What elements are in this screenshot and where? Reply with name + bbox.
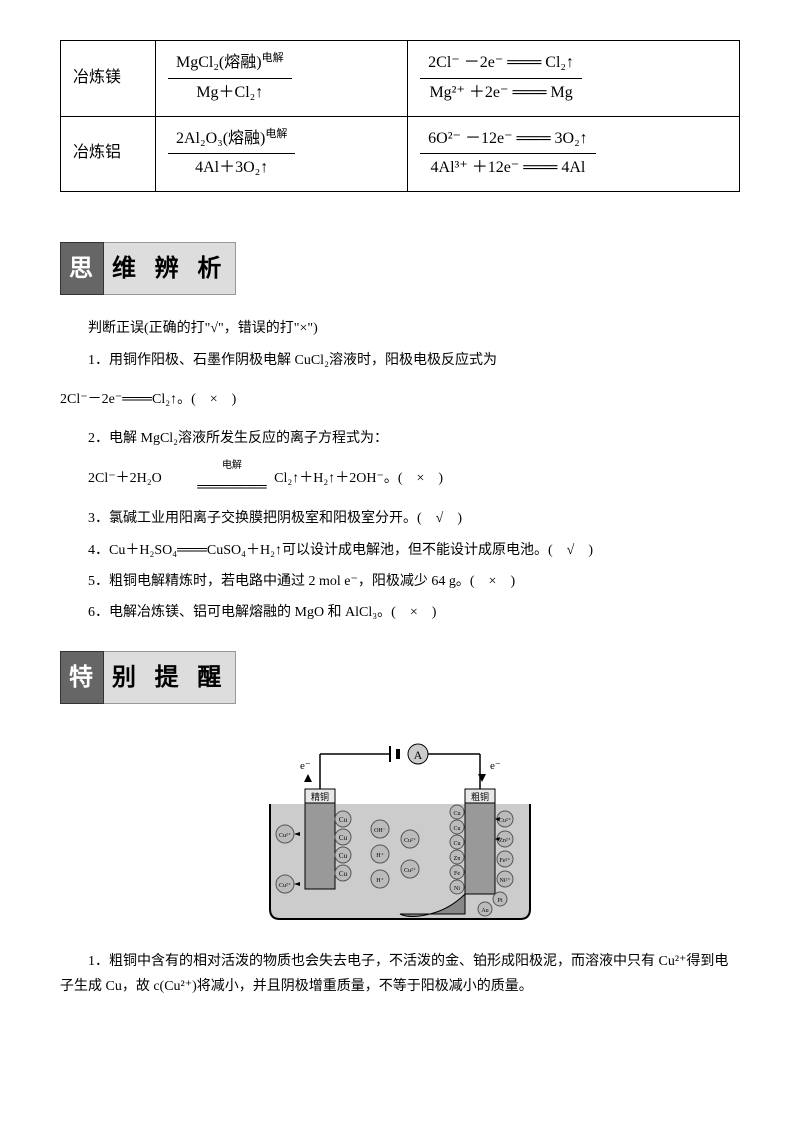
header-box: 思 bbox=[60, 242, 104, 295]
cathode-label: 精铜 bbox=[311, 791, 329, 802]
q2-left: 2Cl⁻＋2H₂O bbox=[88, 471, 162, 486]
table-row: 冶炼镁 MgCl₂(熔融)电解 Mg＋Cl₂↑ 2Cl⁻ －2e⁻ ═══ Cl… bbox=[61, 41, 740, 117]
reminder-p1: 1．粗铜中含有的相对活泼的物质也会失去电子，不活泼的金、铂形成阳极泥，而溶液中只… bbox=[60, 949, 740, 999]
question-2-eq: 2Cl⁻＋2H₂O 电解 ═══════ Cl₂↑＋H₂↑＋2OH⁻。( × ) bbox=[60, 457, 740, 500]
question-2: 2．电解 MgCl₂溶液所发生反应的离子方程式为： bbox=[60, 426, 740, 451]
reaction-cell: MgCl₂(熔融)电解 Mg＋Cl₂↑ bbox=[156, 41, 408, 117]
q2-right: Cl₂↑＋H₂↑＋2OH⁻。( × ) bbox=[274, 471, 443, 486]
svg-text:Cu: Cu bbox=[339, 816, 348, 824]
question-1: 1．用铜作阳极、石墨作阴极电解 CuCl₂溶液时，阳极电极反应式为 bbox=[60, 348, 740, 373]
svg-text:Cu: Cu bbox=[339, 834, 348, 842]
header-rest: 维 辨 析 bbox=[104, 242, 236, 295]
svg-text:Fe: Fe bbox=[454, 871, 460, 877]
half-reactions-cell: 2Cl⁻ －2e⁻ ═══ Cl₂↑ Mg²⁺ ＋2e⁻ ═══ Mg bbox=[408, 41, 740, 117]
svg-text:Cu²⁺: Cu²⁺ bbox=[279, 882, 291, 889]
svg-text:OH⁻: OH⁻ bbox=[374, 828, 386, 834]
ammeter-label: A bbox=[414, 748, 423, 762]
question-3: 3．氯碱工业用阳离子交换膜把阴极室和阳极室分开。( √ ) bbox=[60, 506, 740, 531]
electrolysis-diagram: A e⁻ e⁻ 精铜 粗铜 Cu Cu Cu Cu OH⁻ H⁺ H⁺ Cu²⁺… bbox=[250, 734, 550, 934]
table-row: 冶炼铝 2Al₂O₃(熔融)电解 4Al＋3O₂↑ 6O²⁻ －12e⁻ ═══… bbox=[61, 116, 740, 192]
electron-label-left: e⁻ bbox=[300, 760, 311, 772]
svg-text:H⁺: H⁺ bbox=[376, 877, 384, 884]
half-reaction-1: 2Cl⁻ －2e⁻ ═══ Cl₂↑ bbox=[420, 49, 582, 79]
reaction-top: 2Al₂O₃(熔融) bbox=[176, 130, 265, 147]
section-header-analysis: 思维 辨 析 bbox=[60, 242, 236, 295]
svg-text:Cu: Cu bbox=[339, 852, 348, 860]
svg-text:Cu: Cu bbox=[339, 870, 348, 878]
svg-text:Cu²⁺: Cu²⁺ bbox=[404, 837, 416, 844]
section-header-reminder: 特别 提 醒 bbox=[60, 651, 236, 704]
anode-label: 粗铜 bbox=[471, 791, 489, 802]
svg-text:Ni²⁺: Ni²⁺ bbox=[500, 877, 511, 884]
svg-text:Cu: Cu bbox=[453, 841, 460, 847]
intro-text: 判断正误(正确的打"√"，错误的打"×") bbox=[60, 316, 740, 341]
svg-text:Cu²⁺: Cu²⁺ bbox=[279, 832, 291, 839]
header-rest: 别 提 醒 bbox=[104, 651, 236, 704]
question-4: 4．Cu＋H₂SO₄═══CuSO₄＋H₂↑可以设计成电解池，但不能设计成原电池… bbox=[60, 538, 740, 563]
question-6: 6．电解冶炼镁、铝可电解熔融的 MgO 和 AlCl₃。( × ) bbox=[60, 600, 740, 625]
electrolysis-table: 冶炼镁 MgCl₂(熔融)电解 Mg＋Cl₂↑ 2Cl⁻ －2e⁻ ═══ Cl… bbox=[60, 40, 740, 192]
sludge-au: Au bbox=[481, 908, 488, 914]
svg-text:Fe²⁺: Fe²⁺ bbox=[500, 857, 511, 864]
row-label: 冶炼铝 bbox=[61, 116, 156, 192]
svg-text:Cu: Cu bbox=[453, 826, 460, 832]
half-reactions-cell: 6O²⁻ －12e⁻ ═══ 3O₂↑ 4Al³⁺ ＋12e⁻ ═══ 4Al bbox=[408, 116, 740, 192]
sludge-pt: Pt bbox=[497, 898, 502, 904]
svg-text:Zn²⁺: Zn²⁺ bbox=[499, 837, 511, 844]
reaction-bottom: Mg＋Cl₂↑ bbox=[168, 79, 292, 108]
question-5: 5．粗铜电解精炼时，若电路中通过 2 mol e⁻，阳极减少 64 g。( × … bbox=[60, 569, 740, 594]
reaction-anno: 电解 bbox=[265, 128, 287, 140]
reaction-anno: 电解 bbox=[262, 52, 284, 64]
svg-text:Cu: Cu bbox=[453, 811, 460, 817]
reaction-cell: 2Al₂O₃(熔融)电解 4Al＋3O₂↑ bbox=[156, 116, 408, 192]
svg-text:Ni: Ni bbox=[454, 886, 460, 892]
half-reaction-2: Mg²⁺ ＋2e⁻ ═══ Mg bbox=[420, 79, 582, 108]
svg-text:Cu²⁺: Cu²⁺ bbox=[404, 867, 416, 874]
reaction-top: MgCl₂(熔融) bbox=[176, 54, 262, 71]
svg-text:H⁺: H⁺ bbox=[376, 852, 384, 859]
svg-text:Cu²⁺: Cu²⁺ bbox=[499, 817, 511, 824]
q2-anno: 电解 bbox=[169, 457, 266, 475]
svg-text:Zn: Zn bbox=[454, 856, 461, 862]
row-label: 冶炼镁 bbox=[61, 41, 156, 117]
electron-label-right: e⁻ bbox=[490, 760, 501, 772]
reaction-bottom: 4Al＋3O₂↑ bbox=[168, 154, 295, 183]
question-1-eq: 2Cl⁻－2e⁻═══Cl₂↑。( × ) bbox=[60, 387, 740, 412]
half-reaction-1: 6O²⁻ －12e⁻ ═══ 3O₂↑ bbox=[420, 125, 596, 155]
header-box: 特 bbox=[60, 651, 104, 704]
half-reaction-2: 4Al³⁺ ＋12e⁻ ═══ 4Al bbox=[420, 154, 596, 183]
